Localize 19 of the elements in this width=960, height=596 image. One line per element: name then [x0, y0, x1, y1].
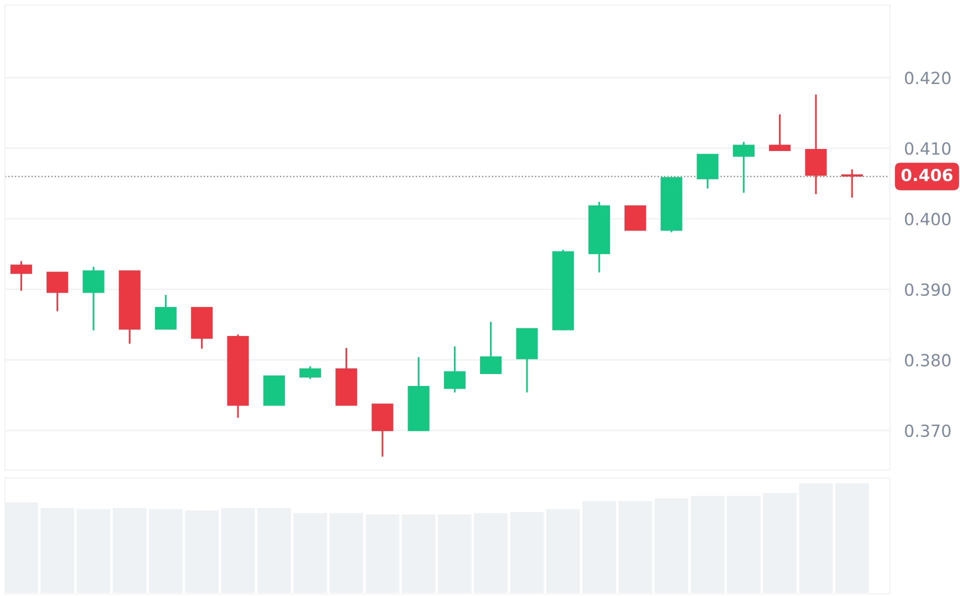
y-tick-label: 0.380 — [904, 354, 950, 366]
candlestick — [10, 260, 32, 292]
candlestick — [624, 205, 646, 231]
y-tick-label: 0.420 — [904, 72, 950, 84]
y-tick-label: 0.400 — [904, 212, 950, 226]
candlestick — [299, 365, 322, 380]
candlestick — [696, 154, 718, 190]
candlestick — [732, 141, 755, 194]
y-tick-label: 0.410 — [904, 142, 950, 155]
ref-line-label: 0.406 — [901, 168, 952, 182]
y-tick-label: 0.370 — [904, 424, 950, 438]
candlestick — [841, 168, 863, 198]
y-tick-label: 0.390 — [904, 283, 950, 296]
candlestick — [769, 114, 791, 152]
candlestick — [154, 294, 177, 330]
candlestick — [444, 346, 466, 394]
candlestick — [46, 272, 68, 312]
candlestick — [82, 266, 104, 332]
candlestick — [480, 320, 502, 374]
